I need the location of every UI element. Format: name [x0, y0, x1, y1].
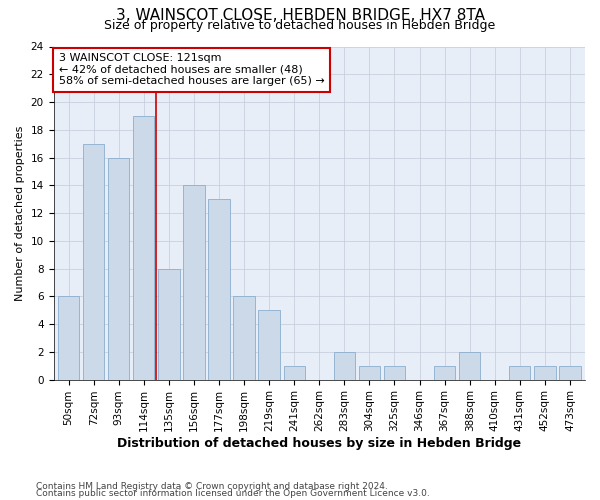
Bar: [108, 158, 130, 380]
Text: Contains public sector information licensed under the Open Government Licence v3: Contains public sector information licen…: [36, 489, 430, 498]
Bar: [158, 268, 179, 380]
Text: Contains HM Land Registry data © Crown copyright and database right 2024.: Contains HM Land Registry data © Crown c…: [36, 482, 388, 491]
Bar: [434, 366, 455, 380]
X-axis label: Distribution of detached houses by size in Hebden Bridge: Distribution of detached houses by size …: [117, 437, 521, 450]
Bar: [459, 352, 481, 380]
Bar: [359, 366, 380, 380]
Bar: [534, 366, 556, 380]
Bar: [384, 366, 405, 380]
Y-axis label: Number of detached properties: Number of detached properties: [15, 126, 25, 300]
Text: Size of property relative to detached houses in Hebden Bridge: Size of property relative to detached ho…: [104, 19, 496, 32]
Bar: [284, 366, 305, 380]
Bar: [208, 199, 230, 380]
Bar: [259, 310, 280, 380]
Bar: [233, 296, 255, 380]
Text: 3 WAINSCOT CLOSE: 121sqm
← 42% of detached houses are smaller (48)
58% of semi-d: 3 WAINSCOT CLOSE: 121sqm ← 42% of detach…: [59, 53, 325, 86]
Bar: [183, 186, 205, 380]
Bar: [509, 366, 530, 380]
Text: 3, WAINSCOT CLOSE, HEBDEN BRIDGE, HX7 8TA: 3, WAINSCOT CLOSE, HEBDEN BRIDGE, HX7 8T…: [115, 8, 485, 22]
Bar: [58, 296, 79, 380]
Bar: [133, 116, 154, 380]
Bar: [83, 144, 104, 380]
Bar: [559, 366, 581, 380]
Bar: [334, 352, 355, 380]
